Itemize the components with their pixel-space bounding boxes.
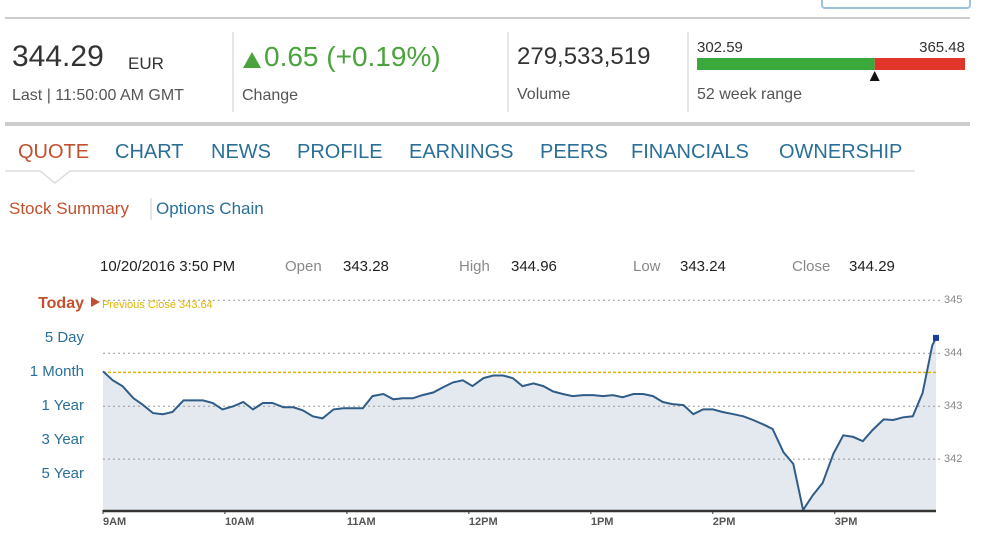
y-tick-label: 343 <box>944 400 962 412</box>
field-label: Close <box>792 258 831 275</box>
currency: EUR <box>128 54 164 73</box>
x-tick-label: 10AM <box>225 516 254 528</box>
tab[interactable]: PEERS <box>540 141 608 163</box>
tab[interactable]: FINANCIALS <box>631 141 749 163</box>
range-label: 52 week range <box>697 86 802 103</box>
x-tick-label: 12PM <box>469 516 498 528</box>
tab[interactable]: EARNINGS <box>409 141 514 163</box>
x-tick-label: 9AM <box>103 516 126 528</box>
x-tick-label: 11AM <box>347 516 376 528</box>
y-tick-label: 345 <box>944 294 962 306</box>
y-tick-label: 342 <box>944 453 962 465</box>
range-button[interactable]: 1 Month <box>29 363 84 380</box>
field-label: Open <box>285 258 322 275</box>
field-label: Low <box>633 258 661 275</box>
x-tick-label: 2PM <box>713 516 736 528</box>
range-high-part <box>874 58 965 70</box>
range-button[interactable]: Today <box>38 295 84 312</box>
time: 11:50:00 AM GMT <box>55 87 184 104</box>
price: 344.29 <box>12 40 104 73</box>
area <box>103 337 936 510</box>
range-button[interactable]: 5 Day <box>44 329 84 346</box>
tab-underline <box>5 170 915 184</box>
top-button[interactable] <box>821 0 971 9</box>
last-label: Last | 11:50:00 AM GMT <box>12 87 184 104</box>
x-tick-label: 3PM <box>835 516 858 528</box>
tab[interactable]: PROFILE <box>297 141 383 163</box>
y-tick-label: 344 <box>944 347 962 359</box>
tab[interactable]: CHART <box>115 141 184 163</box>
tab[interactable]: NEWS <box>211 141 271 163</box>
field-label: High <box>459 258 490 275</box>
range-high: 365.48 <box>919 39 965 56</box>
subtab[interactable]: Stock Summary <box>9 199 129 218</box>
range-marker <box>869 71 880 81</box>
volume-label: Volume <box>517 86 571 103</box>
range-button[interactable]: 5 Year <box>41 465 84 482</box>
range-low: 302.59 <box>697 39 743 56</box>
field-value: 343.24 <box>680 258 726 275</box>
reference-label: Previous Close 343.64 <box>102 299 213 311</box>
volume: 279,533,519 <box>517 43 651 70</box>
tab[interactable]: OWNERSHIP <box>779 141 903 163</box>
range-button[interactable]: 3 Year <box>41 431 84 448</box>
last-point <box>933 334 939 341</box>
change-label: Change <box>242 87 299 104</box>
field-value: 343.28 <box>343 258 389 275</box>
up-arrow <box>243 52 261 68</box>
field-value: 344.96 <box>511 258 557 275</box>
label: Last <box>12 87 43 104</box>
field-value: 344.29 <box>849 258 895 275</box>
range-low-part <box>697 58 875 70</box>
tab[interactable]: QUOTE <box>18 141 90 163</box>
change: 0.65 (+0.19%) <box>264 41 441 72</box>
x-tick-label: 1PM <box>591 516 614 528</box>
quote-date: 10/20/2016 3:50 PM <box>100 258 236 275</box>
range-button[interactable]: 1 Year <box>41 397 84 414</box>
marker <box>91 297 100 307</box>
subtab[interactable]: Options Chain <box>156 199 264 218</box>
